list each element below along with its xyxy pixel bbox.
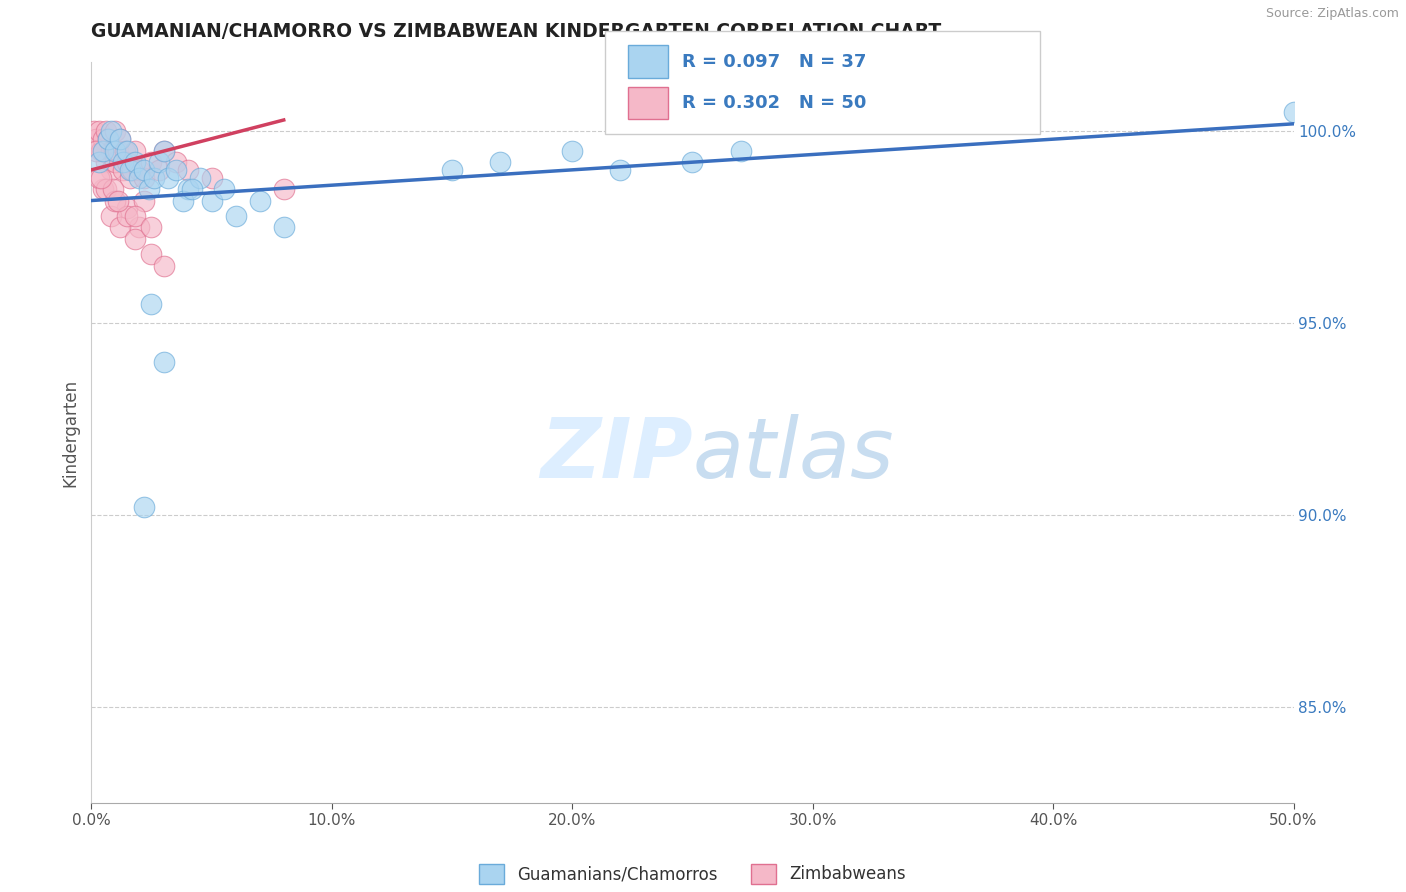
Point <box>87 124 110 138</box>
Point <box>93 182 115 196</box>
Point <box>440 162 463 177</box>
Point <box>111 155 134 169</box>
Text: GUAMANIAN/CHAMORRO VS ZIMBABWEAN KINDERGARTEN CORRELATION CHART: GUAMANIAN/CHAMORRO VS ZIMBABWEAN KINDERG… <box>91 22 942 41</box>
Point <box>101 182 124 196</box>
Point <box>94 124 117 138</box>
Point <box>142 170 165 185</box>
Point <box>176 162 198 177</box>
Point <box>134 170 156 185</box>
Y-axis label: Kindergarten: Kindergarten <box>62 378 80 487</box>
Point <box>609 162 631 177</box>
Point <box>561 144 583 158</box>
Point <box>273 182 295 196</box>
Point <box>107 194 129 208</box>
Point <box>128 170 150 185</box>
Point <box>157 170 180 185</box>
Point <box>124 144 146 158</box>
Point <box>118 170 141 185</box>
Point <box>141 247 163 261</box>
Point <box>152 354 174 368</box>
Point <box>110 132 132 146</box>
Point <box>94 155 117 169</box>
Point <box>84 132 107 146</box>
Point <box>165 155 187 169</box>
Point <box>104 144 127 158</box>
Point <box>134 194 156 208</box>
Text: ZIP: ZIP <box>540 414 692 495</box>
Point <box>114 144 136 158</box>
Point <box>124 232 146 246</box>
Point <box>90 144 112 158</box>
Point <box>110 132 132 146</box>
Point <box>212 182 235 196</box>
Point <box>141 297 163 311</box>
Point <box>148 155 170 169</box>
Point <box>117 209 139 223</box>
Point <box>93 144 115 158</box>
Point <box>141 155 163 169</box>
Point <box>104 155 127 169</box>
Point <box>128 162 150 177</box>
Point <box>100 162 122 177</box>
Point <box>94 182 117 196</box>
Point <box>138 182 160 196</box>
Text: R = 0.097   N = 37: R = 0.097 N = 37 <box>682 53 866 70</box>
Point <box>1282 105 1305 120</box>
Point <box>124 209 146 223</box>
Point <box>128 220 150 235</box>
Point <box>118 162 141 177</box>
Point <box>176 182 198 196</box>
Point <box>134 162 156 177</box>
Point <box>90 170 112 185</box>
Point <box>165 162 187 177</box>
Point <box>84 144 107 158</box>
Point <box>110 220 132 235</box>
Point <box>87 170 110 185</box>
Text: atlas: atlas <box>692 414 894 495</box>
Point <box>148 162 170 177</box>
Point <box>87 155 110 169</box>
Point <box>93 132 115 146</box>
Point <box>117 155 139 169</box>
Point <box>489 155 512 169</box>
Point <box>141 220 163 235</box>
Point <box>273 220 295 235</box>
Point <box>93 144 115 158</box>
Point <box>188 170 211 185</box>
Point <box>134 500 156 515</box>
Point <box>225 209 247 223</box>
Point <box>124 155 146 169</box>
Point <box>681 155 703 169</box>
Point <box>104 124 127 138</box>
Point <box>200 170 222 185</box>
Text: Source: ZipAtlas.com: Source: ZipAtlas.com <box>1265 7 1399 21</box>
Point <box>730 144 752 158</box>
Point <box>100 209 122 223</box>
Point <box>200 194 222 208</box>
Point <box>152 259 174 273</box>
Point <box>249 194 271 208</box>
Point <box>100 124 122 138</box>
Point <box>97 132 120 146</box>
Legend: Guamanians/Chamorros, Zimbabweans: Guamanians/Chamorros, Zimbabweans <box>472 857 912 891</box>
Point <box>97 132 120 146</box>
Point <box>117 144 139 158</box>
Point <box>181 182 204 196</box>
Point <box>117 201 139 215</box>
Text: R = 0.302   N = 50: R = 0.302 N = 50 <box>682 94 866 112</box>
Point <box>152 144 174 158</box>
Point <box>107 144 129 158</box>
Point <box>83 124 105 138</box>
Point <box>152 144 174 158</box>
Point <box>111 162 134 177</box>
Point <box>101 144 124 158</box>
Point <box>121 162 143 177</box>
Point <box>104 194 127 208</box>
Point <box>172 194 194 208</box>
Point <box>100 144 122 158</box>
